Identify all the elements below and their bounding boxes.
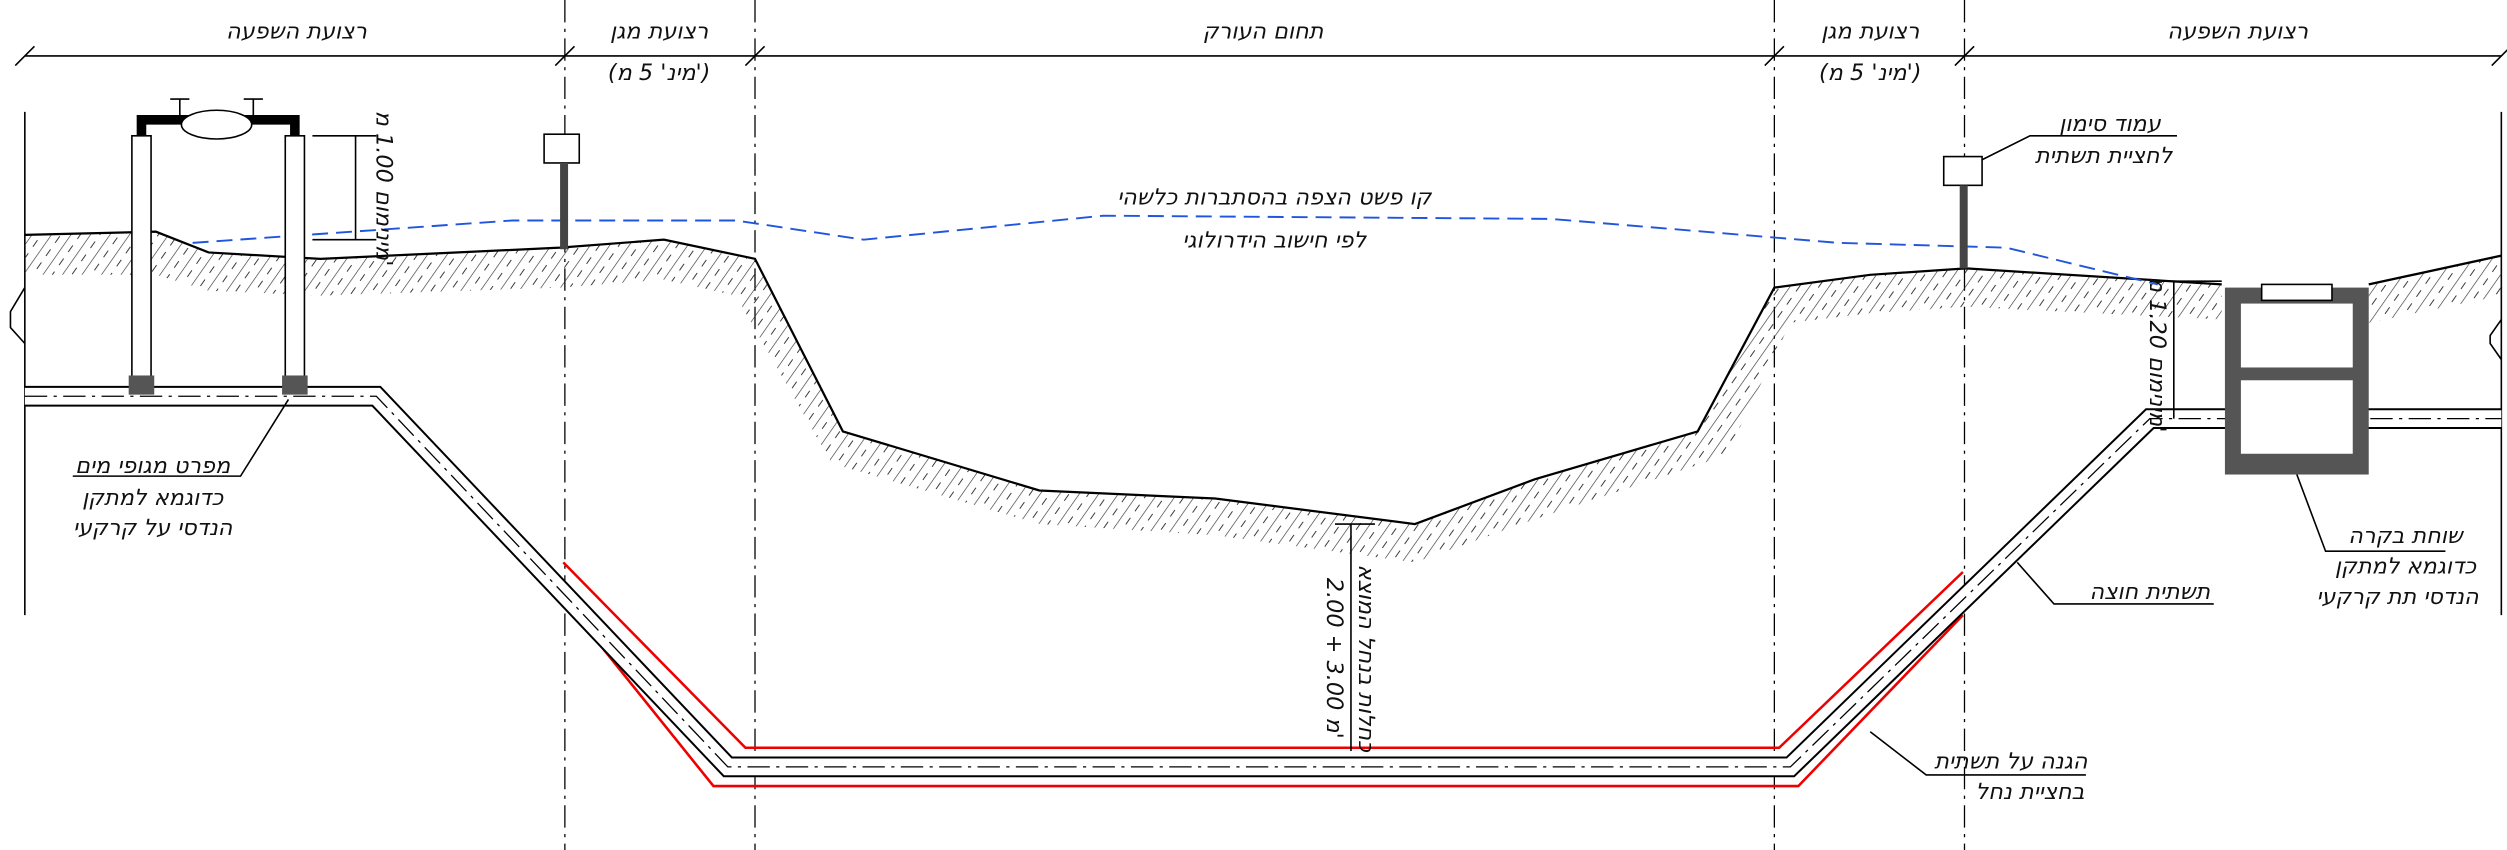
annotation: 2.00 + 3.00 מ' (1321, 578, 1347, 739)
zone-label: רצועת השפעה (226, 18, 367, 44)
annotation: מפרט מגופי מים (75, 453, 231, 479)
annotation: לחציית תשתית (2035, 143, 2174, 169)
annotation: מינימום 1.20 מ' (2144, 277, 2170, 433)
annotation: תשתית חוצה (2090, 579, 2211, 605)
annotation: עמוד סימון (2059, 111, 2161, 137)
zone-label: תחום העורק (1203, 18, 1324, 44)
labels: רצועת השפעה רצועת מגן (מינ' 5 מ') תחום ה… (73, 18, 2479, 805)
annotation: לפי חישוב הידרולוגי (1182, 228, 1367, 254)
annotation: הנדסי על קרקעי (73, 515, 233, 541)
annotation: קו פשט הצפה בהסתברות כלשהי (1117, 185, 1432, 211)
annotation: כדוגמא למתקן (2335, 554, 2476, 580)
annotation: בחציית נחל (1976, 779, 2085, 805)
annotation: שוחת בקרה (2348, 523, 2465, 549)
annotation: הנדסי תת קרקעי (2316, 584, 2479, 610)
zone-label: רצועת מגן (610, 18, 709, 44)
annotation: מינימום 1.00 מ' (370, 111, 396, 267)
zone-note: (מינ' 5 מ') (608, 60, 711, 86)
annotation: הגנה על תשתית (1934, 749, 2088, 775)
drawing (9, 0, 2507, 850)
zone-note: (מינ' 5 מ') (1819, 60, 1922, 86)
zone-label: רצועת מגן (1821, 18, 1920, 44)
zone-label: רצועת השפעה (2167, 18, 2308, 44)
annotation: כדוגמא למתקן (82, 485, 223, 511)
annotation: כחלות בנחל המוצא (1353, 565, 1379, 753)
